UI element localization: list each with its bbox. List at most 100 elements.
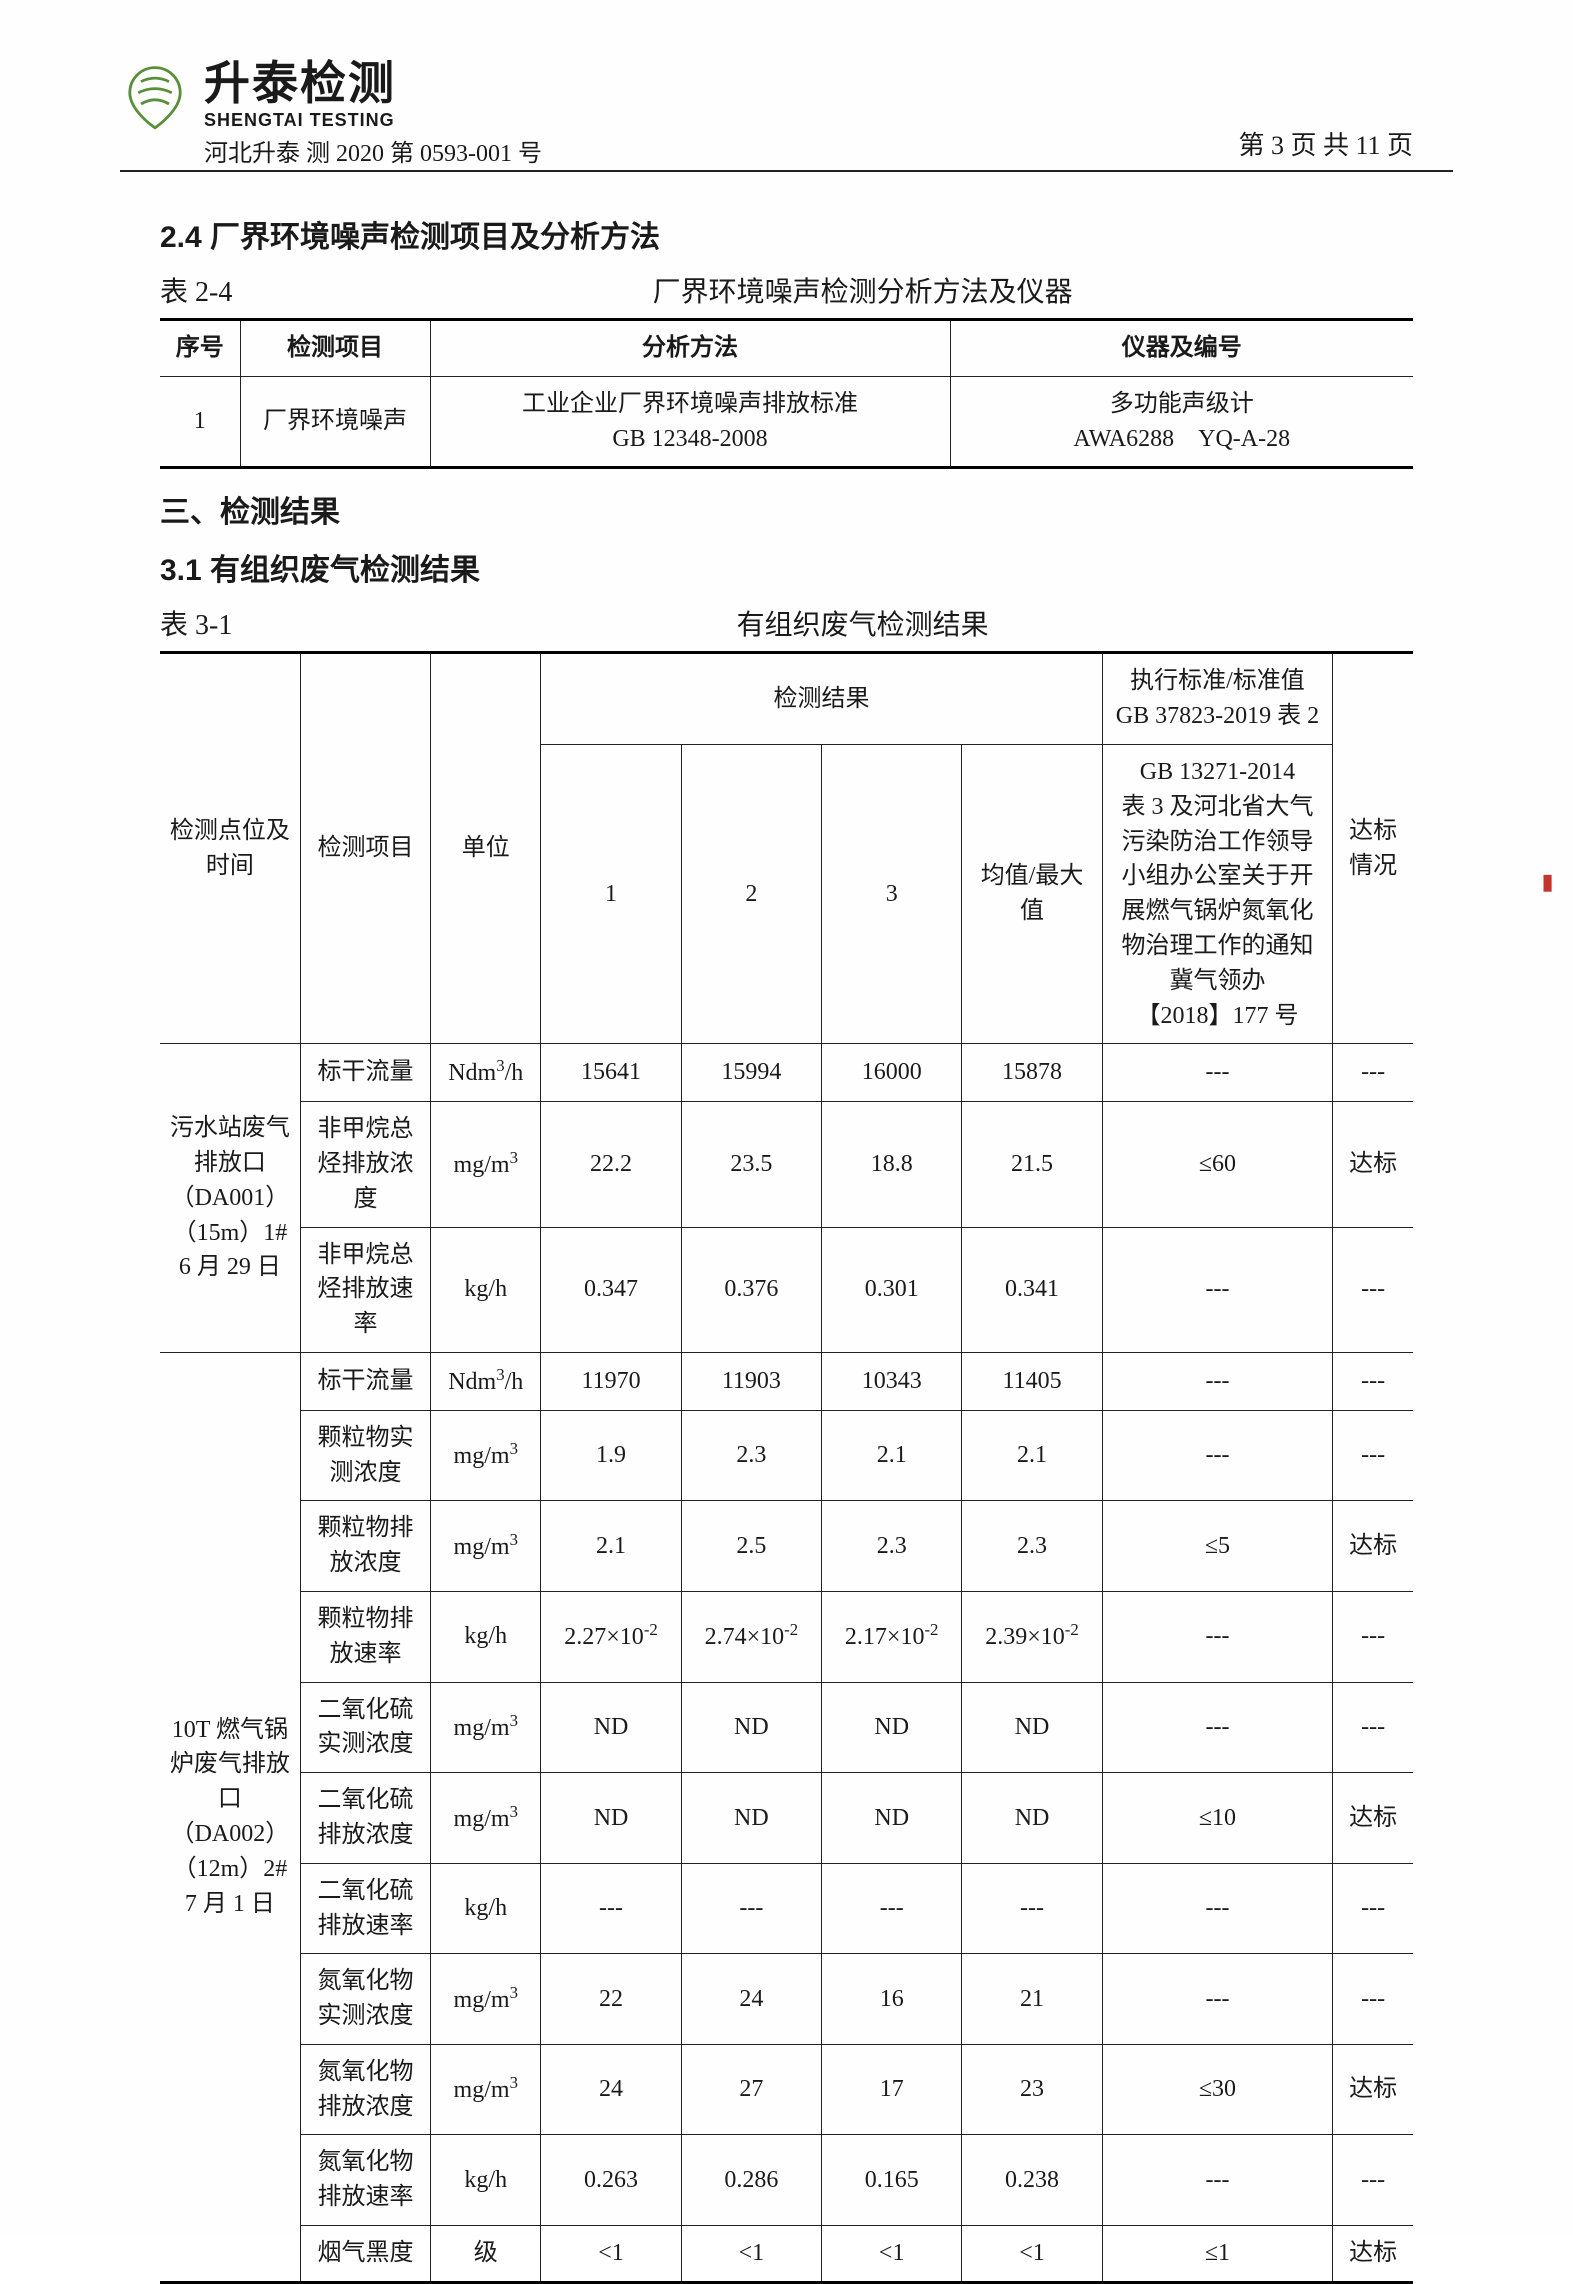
t31-item: 氮氧化物实测浓度 bbox=[300, 1954, 430, 2045]
table-3-1-caption-row: 表 3-1 有组织废气检测结果 bbox=[160, 603, 1413, 643]
t24-method-l2: GB 12348-2008 bbox=[612, 426, 767, 452]
t31-h-results: 检测结果 bbox=[541, 653, 1102, 745]
t31-unit: kg/h bbox=[431, 2135, 541, 2226]
t31-v2: 24 bbox=[681, 1954, 821, 2045]
t31-v4: 21.5 bbox=[962, 1102, 1102, 1227]
t31-std: --- bbox=[1102, 1352, 1333, 1410]
t31-std: ≤5 bbox=[1102, 1501, 1333, 1592]
t31-v4: 0.238 bbox=[962, 2135, 1102, 2226]
t31-h-2: 2 bbox=[681, 744, 821, 1043]
t31-h-avg: 均值/最大值 bbox=[962, 744, 1102, 1043]
t31-v2: <1 bbox=[681, 2226, 821, 2283]
t31-loc: 10T 燃气锅炉废气排放口（DA002）（12m）2#7 月 1 日 bbox=[160, 1352, 300, 2282]
t31-ok: --- bbox=[1333, 1044, 1413, 1102]
t31-std: --- bbox=[1102, 2135, 1333, 2226]
t31-unit: mg/m3 bbox=[431, 1954, 541, 2045]
edge-mark-icon: ▮ bbox=[1535, 870, 1561, 895]
heading-3-1: 3.1 有组织废气检测结果 bbox=[160, 545, 1413, 589]
heading-2-4: 2.4 厂界环境噪声检测项目及分析方法 bbox=[160, 212, 1413, 256]
brand-en: SHENGTAI TESTING bbox=[204, 110, 542, 131]
t31-ok: 达标 bbox=[1333, 1102, 1413, 1227]
t31-v3: <1 bbox=[822, 2226, 962, 2283]
table-2-4-caption: 厂界环境噪声检测分析方法及仪器 bbox=[312, 270, 1413, 310]
t31-v4: 15878 bbox=[962, 1044, 1102, 1102]
t31-ok: --- bbox=[1333, 2135, 1413, 2226]
t31-unit: kg/h bbox=[431, 1591, 541, 1682]
t31-v2: 2.5 bbox=[681, 1501, 821, 1592]
t31-v3: 2.1 bbox=[822, 1410, 962, 1501]
t31-v3: 2.3 bbox=[822, 1501, 962, 1592]
table-3-1: 检测点位及时间检测项目单位检测结果执行标准/标准值GB 37823-2019 表… bbox=[160, 651, 1413, 2283]
t31-h-std-body: GB 13271-2014表 3 及河北省大气污染防治工作领导小组办公室关于开展… bbox=[1102, 744, 1333, 1043]
t31-unit: kg/h bbox=[431, 1863, 541, 1954]
t31-ok: 达标 bbox=[1333, 1501, 1413, 1592]
t31-v2: ND bbox=[681, 1773, 821, 1864]
t31-item: 颗粒物排放速率 bbox=[300, 1591, 430, 1682]
t31-std: --- bbox=[1102, 1410, 1333, 1501]
t31-item: 颗粒物实测浓度 bbox=[300, 1410, 430, 1501]
t24-method: 工业企业厂界环境噪声排放标准 GB 12348-2008 bbox=[430, 376, 950, 468]
t24-method-l1: 工业企业厂界环境噪声排放标准 bbox=[522, 391, 858, 417]
t31-std: --- bbox=[1102, 1227, 1333, 1352]
t31-v4: ND bbox=[962, 1773, 1102, 1864]
t31-v1: 0.263 bbox=[541, 2135, 681, 2226]
t31-v1: 0.347 bbox=[541, 1227, 681, 1352]
t31-ok: 达标 bbox=[1333, 1773, 1413, 1864]
brand-cn: 升泰检测 bbox=[204, 60, 542, 106]
t31-std: --- bbox=[1102, 1682, 1333, 1773]
t31-std: --- bbox=[1102, 1863, 1333, 1954]
t31-v3: 10343 bbox=[822, 1352, 962, 1410]
t31-unit: mg/m3 bbox=[431, 1410, 541, 1501]
t31-unit: 级 bbox=[431, 2226, 541, 2283]
t24-instr: 多功能声级计 AWA6288 YQ-A-28 bbox=[950, 376, 1413, 468]
t31-ok: 达标 bbox=[1333, 2226, 1413, 2283]
t31-h-unit: 单位 bbox=[431, 653, 541, 1044]
t31-unit: mg/m3 bbox=[431, 2044, 541, 2135]
t31-v2: --- bbox=[681, 1863, 821, 1954]
t31-h-ok: 达标情况 bbox=[1333, 653, 1413, 1044]
t24-item: 厂界环境噪声 bbox=[240, 376, 430, 468]
t31-unit: mg/m3 bbox=[431, 1102, 541, 1227]
t31-v2: ND bbox=[681, 1682, 821, 1773]
brand-block: 升泰检测 SHENGTAI TESTING 河北升泰 测 2020 第 0593… bbox=[204, 60, 542, 168]
t31-v3: --- bbox=[822, 1863, 962, 1954]
t24-h-instr: 仪器及编号 bbox=[950, 320, 1413, 377]
t31-v3: 16000 bbox=[822, 1044, 962, 1102]
page: 升泰检测 SHENGTAI TESTING 河北升泰 测 2020 第 0593… bbox=[0, 0, 1573, 2237]
t31-h-loc: 检测点位及时间 bbox=[160, 653, 300, 1044]
t31-v4: <1 bbox=[962, 2226, 1102, 2283]
t31-h-std-top: 执行标准/标准值GB 37823-2019 表 2 bbox=[1102, 653, 1333, 745]
t31-v2: 2.74×10-2 bbox=[681, 1591, 821, 1682]
t31-item: 氮氧化物排放速率 bbox=[300, 2135, 430, 2226]
t31-std: ≤60 bbox=[1102, 1102, 1333, 1227]
t31-v2: 0.286 bbox=[681, 2135, 821, 2226]
heading-3: 三、检测结果 bbox=[160, 487, 1413, 531]
t31-v3: 0.301 bbox=[822, 1227, 962, 1352]
t31-std: ≤10 bbox=[1102, 1773, 1333, 1864]
t31-item: 二氧化硫排放浓度 bbox=[300, 1773, 430, 1864]
t31-unit: mg/m3 bbox=[431, 1773, 541, 1864]
table-2-4-label: 表 2-4 bbox=[160, 270, 232, 310]
t31-v1: ND bbox=[541, 1682, 681, 1773]
t31-v3: 17 bbox=[822, 2044, 962, 2135]
t31-v4: 2.39×10-2 bbox=[962, 1591, 1102, 1682]
t31-v4: 2.3 bbox=[962, 1501, 1102, 1592]
t31-unit: Ndm3/h bbox=[431, 1352, 541, 1410]
t31-v4: 0.341 bbox=[962, 1227, 1102, 1352]
t31-v1: 22.2 bbox=[541, 1102, 681, 1227]
t31-h-1: 1 bbox=[541, 744, 681, 1043]
t31-ok: --- bbox=[1333, 1954, 1413, 2045]
t31-item: 二氧化硫实测浓度 bbox=[300, 1682, 430, 1773]
t31-std: --- bbox=[1102, 1044, 1333, 1102]
t31-v4: 11405 bbox=[962, 1352, 1102, 1410]
t31-std: ≤30 bbox=[1102, 2044, 1333, 2135]
t31-item: 颗粒物排放浓度 bbox=[300, 1501, 430, 1592]
t31-v3: 18.8 bbox=[822, 1102, 962, 1227]
t24-instr-l2: AWA6288 YQ-A-28 bbox=[1073, 426, 1290, 452]
t31-ok: --- bbox=[1333, 1591, 1413, 1682]
t31-v3: 0.165 bbox=[822, 2135, 962, 2226]
t31-ok: 达标 bbox=[1333, 2044, 1413, 2135]
t31-ok: --- bbox=[1333, 1863, 1413, 1954]
t31-unit: mg/m3 bbox=[431, 1501, 541, 1592]
t31-v1: 2.27×10-2 bbox=[541, 1591, 681, 1682]
